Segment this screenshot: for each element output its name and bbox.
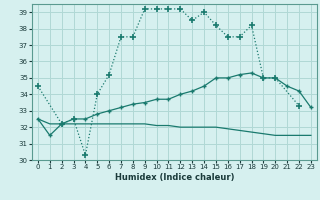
X-axis label: Humidex (Indice chaleur): Humidex (Indice chaleur)	[115, 173, 234, 182]
